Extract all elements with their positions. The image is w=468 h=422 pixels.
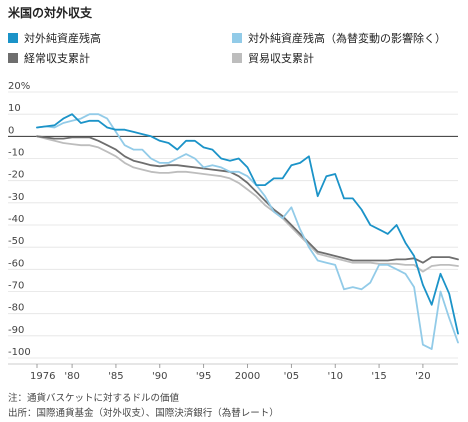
y-tick-label: -40 — [8, 214, 24, 225]
x-tick-label: 1976 — [30, 371, 55, 382]
y-axis-ticks: 20% 10 0 -10 -20 -30 -40 -50 -60 -70 -80 -90 -100 — [8, 81, 31, 358]
legend-item-net-assets-fx: 対外純資産残高（為替変動の影響除く） — [232, 30, 446, 46]
legend-label-net-assets: 対外純資産残高 — [24, 32, 101, 45]
source-note: 出所：国際通貨基金（対外収支）、国際決済銀行（為替レート） — [8, 408, 279, 419]
y-tick-label: 0 — [8, 125, 14, 136]
legend-swatch-trade-balance — [232, 53, 242, 63]
x-tick-label: '80 — [64, 371, 79, 382]
page-title: 米国の対外収支 — [8, 6, 93, 20]
chart-series — [36, 113, 459, 351]
x-tick-label: '20 — [415, 371, 430, 382]
y-tick-label: -10 — [8, 148, 24, 159]
y-tick-label: 20% — [8, 81, 30, 92]
x-tick-label: '15 — [371, 371, 386, 382]
y-tick-label: -100 — [8, 347, 31, 358]
y-tick-label: -30 — [8, 192, 24, 203]
legend-item-trade-balance: 貿易収支累計 — [232, 50, 314, 66]
y-tick-label: -50 — [8, 236, 24, 247]
x-tick-label: '10 — [327, 371, 342, 382]
x-tick-label: '90 — [152, 371, 167, 382]
y-tick-label: -70 — [8, 281, 24, 292]
y-tick-label: -90 — [8, 325, 24, 336]
chart-grid — [8, 91, 458, 359]
x-axis-ticks: 1976 '80 '85 '90 '95 2000 '05 '10 '15 '20 — [8, 363, 458, 382]
series-line-net-assets — [36, 113, 459, 335]
x-tick-label: '95 — [196, 371, 211, 382]
legend-label-net-assets-fx: 対外純資産残高（為替変動の影響除く） — [248, 32, 446, 45]
legend-swatch-net-assets-fx — [232, 33, 242, 43]
legend-label-current-account: 経常収支累計 — [24, 52, 90, 65]
series-line-trade-balance — [36, 135, 459, 273]
y-tick-label: -60 — [8, 258, 24, 269]
y-tick-label: -20 — [8, 170, 24, 181]
y-tick-label: 10 — [8, 103, 21, 114]
x-tick-label: '05 — [284, 371, 299, 382]
series-line-net-assets-fx — [36, 113, 459, 351]
legend-item-net-assets: 対外純資産残高 — [8, 30, 101, 46]
footnote: 注：通貨バスケットに対するドルの価値 — [8, 393, 180, 404]
series-line-current-account — [36, 135, 459, 264]
legend-item-current-account: 経常収支累計 — [8, 50, 90, 66]
legend-swatch-current-account — [8, 53, 18, 63]
legend-swatch-net-assets — [8, 33, 18, 43]
y-tick-label: -80 — [8, 303, 24, 314]
legend-label-trade-balance: 貿易収支累計 — [248, 52, 314, 65]
x-tick-label: 2000 — [235, 371, 260, 382]
x-tick-label: '85 — [108, 371, 123, 382]
